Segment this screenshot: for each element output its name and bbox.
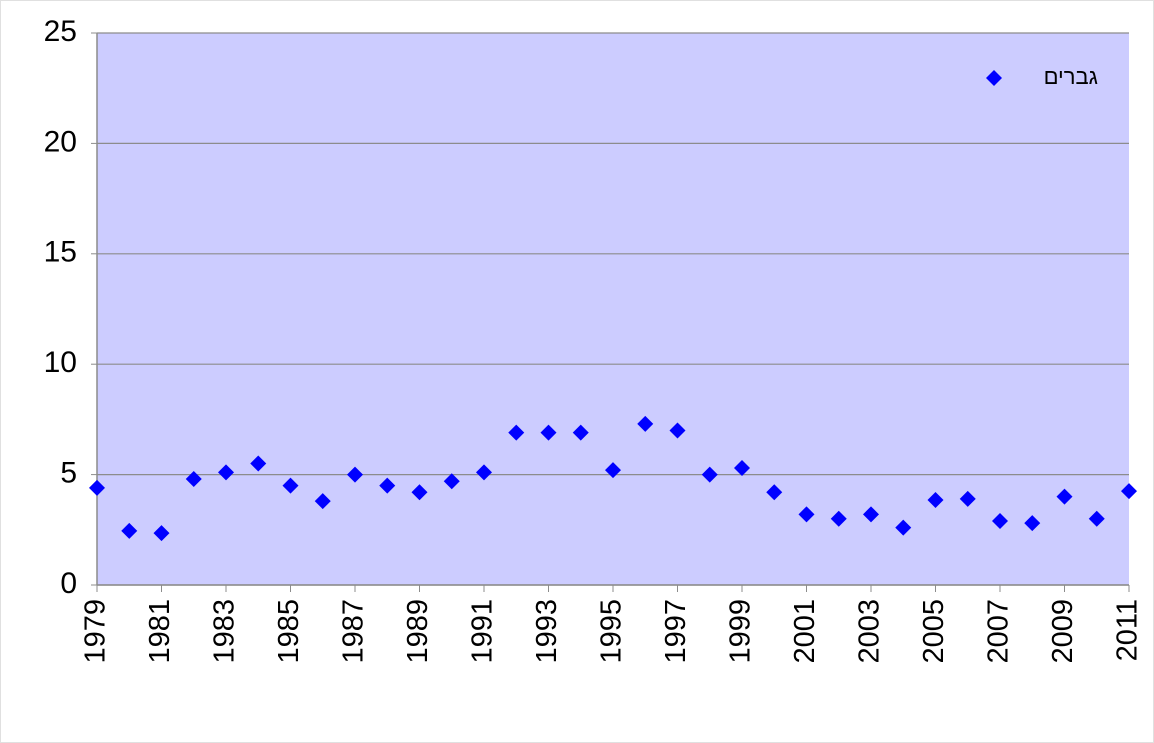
x-tick-label: 1989 <box>402 599 434 664</box>
y-tick-label: 20 <box>44 125 77 158</box>
x-tick-label: 1981 <box>144 599 176 664</box>
point <box>1024 515 1041 532</box>
point <box>798 506 815 523</box>
x-tick-label: 1985 <box>273 599 305 664</box>
x-tick-label: 1991 <box>467 599 499 664</box>
point <box>766 484 783 501</box>
x-tick-label: 2009 <box>1047 599 1079 664</box>
point <box>443 473 460 490</box>
point <box>121 522 138 539</box>
point <box>572 424 589 441</box>
x-tick-label: 1987 <box>338 599 370 664</box>
y-tick-label: 0 <box>60 567 77 600</box>
point <box>1056 488 1073 505</box>
y-tick-label: 25 <box>44 15 77 48</box>
point <box>476 464 492 481</box>
x-tick-label: 1999 <box>725 599 757 664</box>
x-tick-label: 1997 <box>660 599 692 664</box>
point <box>959 490 976 507</box>
legend-marker <box>986 70 1002 86</box>
point <box>863 506 879 523</box>
point <box>992 512 1008 529</box>
point <box>379 477 396 494</box>
x-tick-label: 1993 <box>531 599 563 664</box>
x-tick-label: 2003 <box>854 599 886 664</box>
point <box>282 477 299 494</box>
plot-area <box>97 33 1129 585</box>
x-tick-label: 2005 <box>918 599 950 664</box>
point <box>1121 483 1137 500</box>
point <box>347 466 363 483</box>
point <box>153 525 170 542</box>
x-tick-label: 2001 <box>789 599 821 664</box>
point <box>830 510 847 527</box>
point <box>669 422 686 439</box>
point <box>895 519 912 536</box>
point <box>411 484 428 501</box>
point <box>637 415 654 432</box>
point <box>1088 510 1105 527</box>
point <box>540 424 557 441</box>
x-tick-label: 1995 <box>596 599 628 664</box>
x-tick-label: 2011 <box>1112 599 1144 661</box>
point <box>508 424 525 441</box>
y-tick-label: 10 <box>44 346 77 379</box>
point <box>927 491 944 508</box>
legend-label: גברים <box>1044 64 1098 89</box>
x-tick-label: 2007 <box>983 599 1015 664</box>
point <box>605 462 621 479</box>
point <box>250 455 267 472</box>
x-tick-label: 1979 <box>80 599 112 664</box>
point <box>701 466 718 483</box>
x-tick-label: 1983 <box>209 599 241 664</box>
point <box>218 464 234 481</box>
point <box>314 493 331 510</box>
y-tick-label: 5 <box>60 457 77 490</box>
y-tick-label: 15 <box>44 236 77 269</box>
point <box>734 459 750 476</box>
point <box>185 471 202 488</box>
point <box>89 479 105 496</box>
